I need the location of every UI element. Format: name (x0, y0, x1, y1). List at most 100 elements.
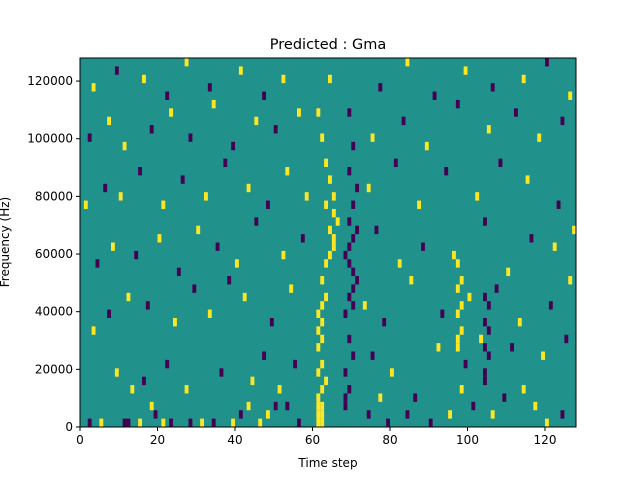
heatmap-cell (378, 83, 383, 92)
heatmap-cell (184, 58, 189, 67)
heatmap-cell (545, 418, 549, 427)
heatmap-cell (231, 418, 236, 427)
heatmap-cell (355, 276, 360, 285)
heatmap-cell (370, 351, 375, 360)
heatmap-cell (533, 401, 538, 411)
heatmap-cell (459, 326, 464, 335)
plot-area-background (80, 58, 576, 427)
heatmap-cell (521, 74, 526, 84)
heatmap-cell (343, 250, 348, 260)
heatmap-cell (219, 368, 224, 377)
heatmap-cell (502, 393, 507, 402)
heatmap-cell (316, 326, 321, 335)
heatmap-cell (483, 368, 487, 377)
heatmap-cell (266, 200, 270, 209)
heatmap-cell (483, 292, 487, 302)
heatmap-cell (378, 393, 383, 402)
heatmap-cell (347, 385, 352, 394)
heatmap-cell (483, 317, 487, 327)
heatmap-cell (347, 217, 352, 226)
heatmap-cell (316, 309, 321, 318)
heatmap-cell (200, 418, 205, 427)
heatmap-cell (351, 234, 356, 243)
heatmap-cell (455, 343, 460, 352)
heatmap-cell (277, 385, 282, 394)
y-tick-label: 20000 (35, 362, 73, 376)
heatmap-cell (475, 192, 480, 201)
y-axis-ticks: 0 20000 40000 60000 80000 100000 120000 (27, 74, 80, 434)
heatmap-cell (107, 116, 112, 126)
heatmap-cell (316, 410, 321, 419)
heatmap-cell (432, 91, 437, 100)
heatmap-cell (122, 418, 127, 427)
heatmap-cell (366, 410, 371, 419)
heatmap-cell (262, 91, 267, 100)
y-tick-label: 100000 (27, 132, 73, 146)
y-tick-label: 60000 (35, 247, 73, 261)
heatmap-cell (204, 192, 208, 201)
heatmap-cell (262, 351, 267, 360)
heatmap-cell (428, 418, 433, 427)
heatmap-cell (467, 292, 472, 302)
heatmap-cell (324, 292, 329, 302)
heatmap-cell (486, 125, 491, 134)
heatmap-cell (343, 393, 348, 402)
heatmap-cell (324, 200, 329, 209)
heatmap-cell (316, 343, 321, 352)
heatmap-cell (103, 183, 108, 193)
heatmap-cell (517, 317, 522, 327)
heatmap-cell (351, 284, 356, 293)
y-axis-label: Frequency (Hz) (0, 197, 12, 288)
heatmap-cell (421, 242, 425, 251)
plot-frame (79, 57, 577, 428)
heatmap-cell (95, 259, 100, 268)
heatmap-cell (347, 242, 352, 251)
heatmap-cell (83, 200, 88, 209)
heatmap-cell (324, 158, 329, 168)
heatmap-cell (436, 343, 441, 352)
heatmap-cell (320, 334, 325, 344)
heatmap-cell (424, 141, 429, 151)
y-tick-label: 40000 (35, 305, 73, 319)
heatmap-cell (316, 418, 321, 427)
heatmap-cell (304, 192, 309, 201)
heatmap-cell (328, 250, 332, 260)
heatmap-cell (328, 225, 332, 235)
heatmap-cell (254, 116, 259, 126)
heatmap-cell (347, 292, 352, 302)
heatmap-cell (169, 108, 174, 117)
heatmap-cell (366, 183, 371, 193)
heatmap-cell (184, 385, 189, 394)
heatmap-cell (545, 58, 549, 67)
heatmap-cell (161, 200, 166, 209)
heatmap-cell (521, 385, 526, 394)
heatmap-cell (529, 234, 534, 243)
heatmap-cell (320, 301, 325, 310)
heatmap-cell (541, 351, 546, 360)
heatmap-cell (455, 99, 460, 109)
heatmap-cell (455, 259, 460, 268)
heatmap-cell (281, 250, 286, 260)
heatmap-cell (142, 74, 146, 84)
heatmap-cell (107, 309, 112, 318)
heatmap-cell (405, 410, 410, 419)
x-tick-label: 100 (456, 433, 479, 447)
heatmap-cell (552, 242, 557, 251)
x-tick-label: 60 (305, 433, 320, 447)
heatmap-cell (273, 401, 278, 411)
heatmap-cell (235, 259, 239, 268)
heatmap-cell (560, 116, 565, 126)
heatmap-cell (483, 343, 487, 352)
heatmap-cell (157, 234, 162, 243)
heatmap-cell (386, 418, 391, 427)
heatmap-cell (269, 317, 274, 327)
heatmap-cell (331, 208, 336, 218)
heatmap-cell (486, 351, 491, 360)
heatmap-cell (452, 250, 456, 260)
heatmap-cell (87, 418, 92, 427)
heatmap-cell (370, 133, 375, 142)
heatmap-cell (514, 108, 518, 117)
heatmap-cell (459, 276, 464, 285)
heatmap-cell (91, 326, 96, 335)
heatmap-cell (351, 267, 356, 277)
